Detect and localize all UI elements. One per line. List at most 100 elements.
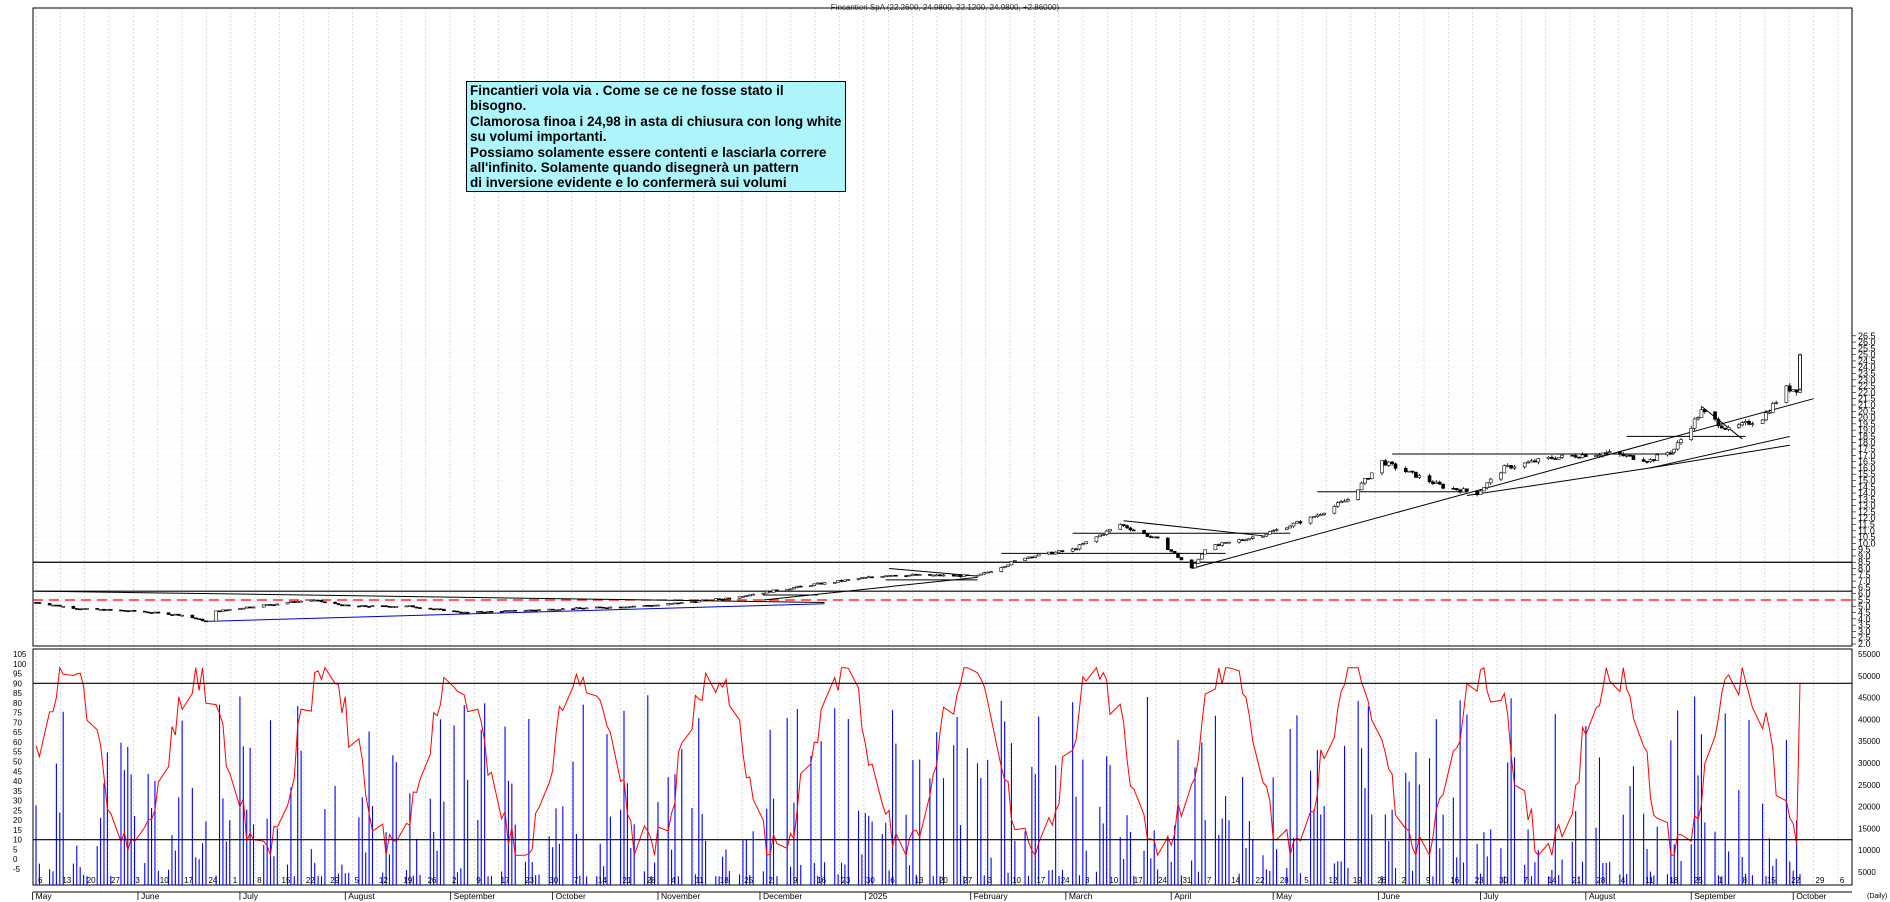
candle-body	[261, 604, 266, 608]
day-tick-label: 23	[1475, 876, 1484, 885]
candle-body	[1451, 487, 1456, 490]
day-tick-label: 17	[1036, 876, 1045, 885]
price-tick-label: 23.0	[1858, 375, 1876, 385]
candle-body	[656, 604, 660, 607]
candle-body	[839, 580, 844, 582]
day-tick-label: 2	[452, 876, 457, 885]
candle-body	[1417, 475, 1422, 478]
candle-body	[574, 607, 579, 610]
candle-body	[438, 608, 443, 611]
candle-body	[1750, 423, 1755, 425]
candle-body	[503, 610, 507, 612]
candle-body	[176, 613, 181, 616]
candle-body	[1465, 488, 1469, 492]
day-tick-label: 12	[379, 876, 388, 885]
candle-body	[357, 605, 361, 608]
candle-body	[1713, 411, 1717, 420]
candle-body	[1386, 461, 1391, 466]
candle-body	[632, 605, 636, 608]
price-tick-label: 16.0	[1858, 463, 1876, 473]
candle-body	[1070, 548, 1075, 552]
day-tick-label: 5	[1304, 876, 1309, 885]
volume-tick-label: 30000	[1858, 759, 1881, 768]
day-tick-label: 28	[1280, 876, 1289, 885]
volume-tick-label: 40000	[1858, 715, 1881, 724]
candle-body	[47, 603, 52, 606]
month-label: June	[1382, 891, 1401, 901]
candle-body	[958, 575, 963, 578]
day-tick-label: 22	[1256, 876, 1265, 885]
candle-body	[931, 574, 936, 577]
candle-body	[1546, 456, 1551, 459]
candle-body	[323, 601, 327, 604]
candle-body	[676, 602, 681, 605]
candle-body	[1393, 463, 1398, 469]
candle-body	[1298, 521, 1303, 524]
volume-tick-label: 10000	[1858, 846, 1881, 855]
candle-body	[788, 588, 793, 591]
candle-body	[190, 614, 195, 619]
price-tick-label: 8.5	[1858, 557, 1871, 567]
candle-body	[1356, 489, 1360, 500]
candle-body	[1648, 459, 1653, 463]
candle-body	[880, 576, 885, 578]
trend-line	[1701, 405, 1743, 440]
oscillator-tick-label: 30	[13, 797, 22, 806]
candle-body	[938, 574, 942, 577]
candle-body	[1104, 530, 1109, 535]
candle-body	[513, 609, 518, 612]
day-tick-label: 30	[549, 876, 558, 885]
candle-body	[1264, 533, 1269, 537]
candle-body	[527, 609, 531, 612]
candle-body	[1284, 527, 1289, 530]
candle-body	[85, 608, 89, 610]
candle-body	[1723, 427, 1728, 430]
candle-body	[537, 609, 541, 611]
candle-body	[1315, 514, 1320, 517]
price-tick-label: 20.5	[1858, 406, 1876, 416]
candle-body	[605, 607, 609, 610]
day-tick-label: 6	[38, 876, 43, 885]
candle-body	[768, 590, 772, 593]
grid	[33, 8, 1852, 885]
candle-body	[1533, 460, 1537, 463]
candle-body	[1482, 487, 1486, 492]
candle-body	[482, 611, 487, 614]
candle-body	[1726, 427, 1731, 430]
candle-body	[1013, 560, 1017, 562]
oscillator-tick-label: -5	[13, 865, 21, 874]
candle-body	[295, 601, 300, 603]
price-tick-label: 26.0	[1858, 337, 1876, 347]
price-tick-label: 3.5	[1858, 620, 1871, 630]
candle-body	[1050, 551, 1055, 555]
candle-body	[476, 611, 480, 613]
candle-body	[1441, 483, 1445, 489]
candle-body	[1060, 550, 1065, 552]
candle-body	[798, 585, 803, 588]
candle-body	[241, 607, 246, 610]
candle-body	[890, 574, 895, 577]
candle-body	[1084, 541, 1089, 545]
candle-body	[132, 610, 137, 612]
candle-body	[309, 599, 314, 602]
oscillator-tick-label: 95	[13, 670, 22, 679]
candle-body	[775, 589, 779, 592]
candle-body	[571, 608, 575, 610]
candle-body	[1641, 459, 1646, 462]
candle-body	[584, 607, 589, 610]
oscillator-tick-label: 15	[13, 826, 22, 835]
candle-body	[1580, 454, 1585, 459]
price-tick-label: 9.5	[1858, 545, 1871, 555]
candle-body	[1499, 472, 1503, 480]
candle-body	[1502, 465, 1507, 474]
candle-body	[642, 605, 647, 607]
volume-tick-label: 20000	[1858, 803, 1881, 812]
candle-body	[142, 610, 147, 613]
candle-body	[914, 574, 919, 576]
candle-body	[741, 596, 745, 598]
candle-body	[1244, 539, 1248, 542]
candle-body	[1454, 488, 1459, 491]
candle-body	[510, 609, 514, 612]
day-tick-label: 16	[1450, 876, 1459, 885]
